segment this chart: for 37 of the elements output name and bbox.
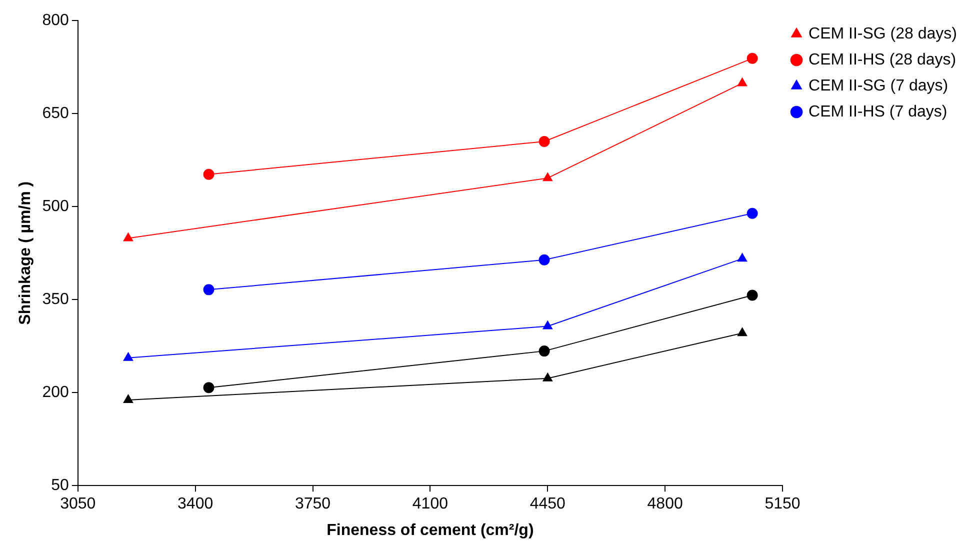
point [737,328,748,336]
point [542,372,552,382]
point [203,382,214,394]
point [542,320,552,330]
point [538,346,550,357]
x-tick-label: 5150 [764,496,800,513]
point [123,352,134,361]
point [123,394,134,404]
point [538,136,550,147]
y-tick-label: 350 [42,291,69,308]
x-axis-title: Fineness of cement (cm²/g) [326,522,534,539]
point [746,52,758,64]
point [538,254,550,266]
point [746,208,758,219]
y-tick-label: 800 [42,12,69,30]
y-tick-label: 500 [42,198,69,216]
x-tick-label: 4450 [530,496,566,513]
legend-label: CEM II-SG (7 days) [808,77,948,94]
point [746,290,758,301]
y-tick-label: 650 [42,105,69,122]
legend-label: CEM II-HS (28 days) [808,51,956,68]
point [203,168,214,180]
point [542,172,552,182]
x-tick-label: 3050 [60,496,96,513]
x-tick-label: 3400 [178,496,214,513]
y-tick-label: 200 [42,384,69,402]
legend-label: CEM II-HS (7 days) [808,103,948,120]
x-tick-label: 4800 [647,496,683,513]
point [737,78,748,86]
point [203,284,214,296]
point [123,232,134,242]
point [737,253,748,262]
legend-label: CEM II-SG (28 days) [808,25,958,42]
x-tick-label: 3750 [294,496,331,513]
y-axis-title: Shrinkage ( µm/m ) [17,181,34,325]
y-tick-label: 50 [51,477,69,494]
x-tick-label: 4100 [412,496,448,513]
